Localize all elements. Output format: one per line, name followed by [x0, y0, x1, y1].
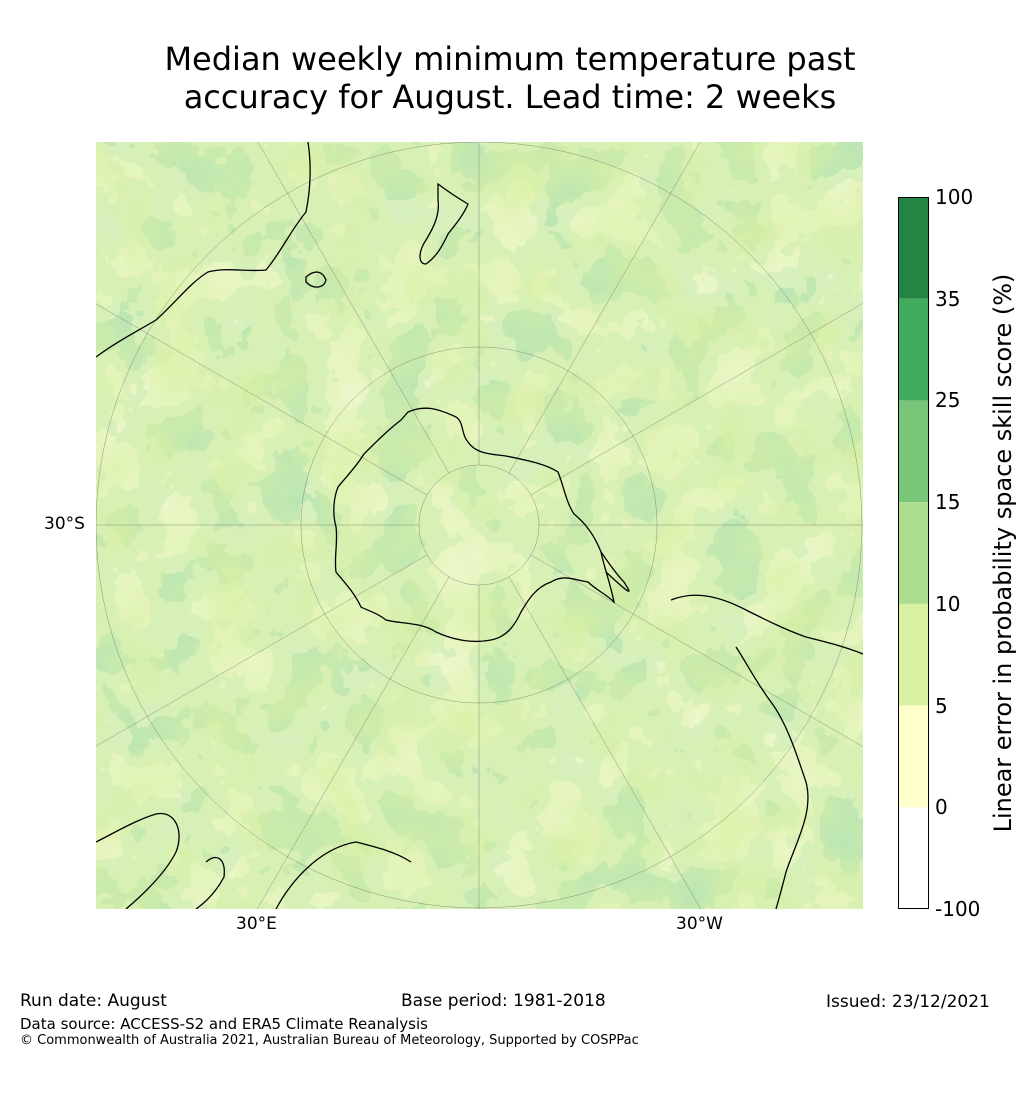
colorbar-tick-label: 100 [935, 185, 974, 209]
lon-label-30e: 30°E [236, 914, 277, 934]
colorbar-swatches [898, 197, 929, 909]
graticule [96, 142, 863, 909]
meridian-line [96, 303, 428, 496]
colorbar-label: Linear error in probability space skill … [989, 273, 1017, 833]
colorbar-swatch [898, 400, 929, 503]
peninsula-coastline [600, 551, 630, 592]
meridian-line [508, 576, 701, 909]
new-zealand-coastline [419, 182, 469, 265]
meridian-line [257, 576, 450, 909]
lat-label-30s: 30°S [44, 514, 85, 534]
colorbar-tick-label: 15 [935, 490, 961, 515]
colorbar-tick-label: -100 [935, 897, 981, 921]
issued-date: Issued: 23/12/2021 [826, 992, 990, 1012]
colorbar-tick-label: 25 [935, 388, 961, 413]
colorbar-swatch [898, 298, 929, 401]
colorbar-swatch [898, 603, 929, 706]
colorbar-swatch [898, 705, 929, 808]
run-date: Run date: August [20, 991, 167, 1011]
south-america-coastline [670, 594, 863, 655]
colorbar-swatch [898, 807, 929, 909]
colorbar-tick-label: 10 [935, 591, 961, 616]
tasmania-coastline [305, 271, 327, 288]
chart-title: Median weekly minimum temperature past a… [0, 40, 1020, 116]
colorbar-tick-label: 35 [935, 286, 961, 311]
meridian-line [530, 554, 863, 747]
colorbar-border [898, 197, 929, 909]
madagascar-coastline [195, 857, 225, 909]
coastlines [96, 142, 863, 909]
meridian-line [530, 303, 863, 496]
colorbar-swatch [898, 502, 929, 604]
colorbar [898, 197, 929, 909]
antarctica-coastline [333, 407, 616, 643]
colorbar-tick-label: 5 [935, 693, 948, 718]
base-period: Base period: 1981-2018 [401, 991, 606, 1011]
polar-map [96, 142, 863, 909]
colorbar-tick-label: 0 [935, 795, 948, 820]
skill-field [96, 142, 863, 909]
africa-coastline [96, 812, 180, 909]
meridian-line [257, 142, 450, 474]
south-america-east-coastline [735, 646, 809, 909]
data-source: Data source: ACCESS-S2 and ERA5 Climate … [20, 1015, 428, 1033]
north-west-coastline [275, 841, 412, 909]
lon-label-30w: 30°W [676, 914, 723, 934]
meridian-line [508, 142, 701, 474]
copyright: © Commonwealth of Australia 2021, Austra… [20, 1033, 639, 1048]
title-line-1: Median weekly minimum temperature past [164, 40, 856, 78]
colorbar-swatch [898, 197, 929, 299]
map-canvas [96, 142, 863, 909]
title-line-2: accuracy for August. Lead time: 2 weeks [183, 78, 837, 116]
australia-coastline [96, 142, 311, 358]
